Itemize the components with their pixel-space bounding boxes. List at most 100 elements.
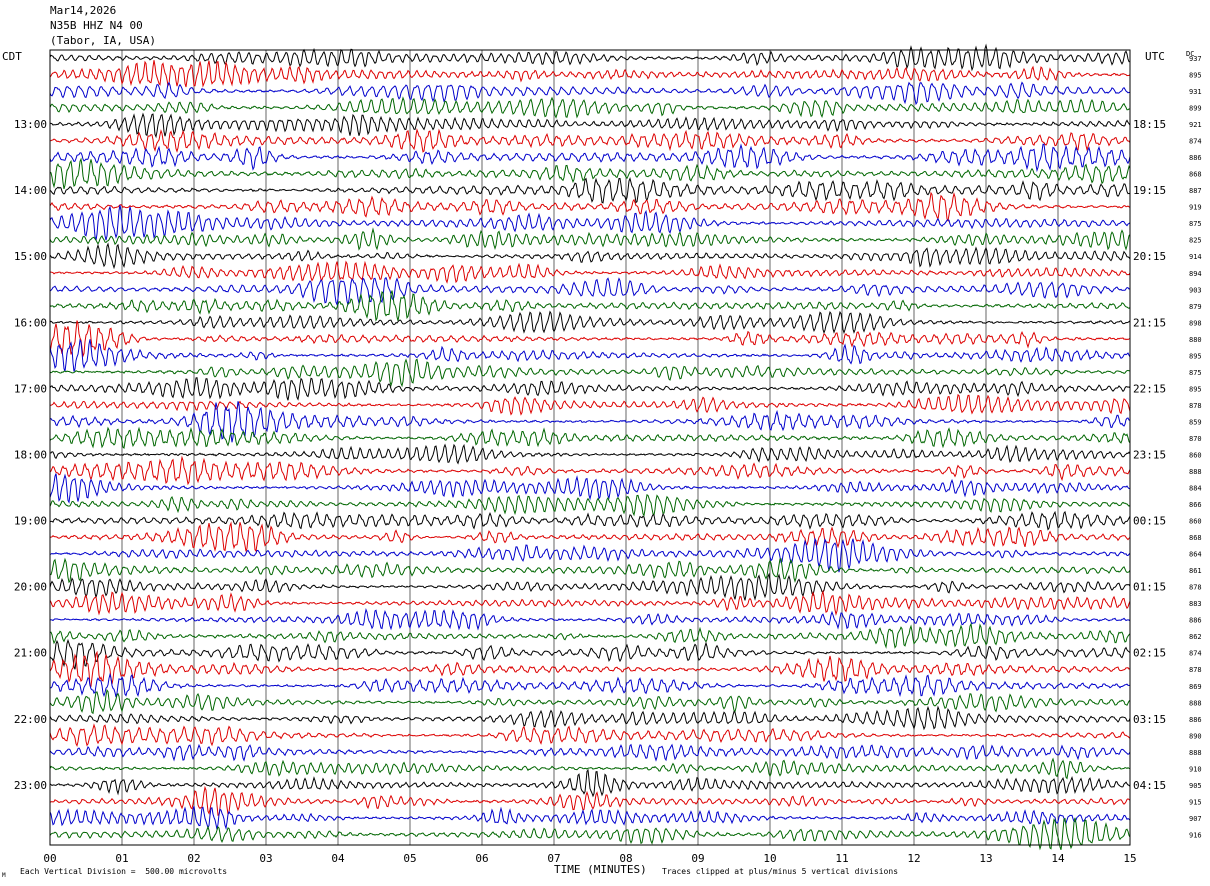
- trace-row-0: [49, 43, 1131, 72]
- cdt-hour-labels: 13:00 14:00 15:00 16:00 17:00 18:00 19:00 20:00…: [14, 118, 47, 792]
- trace-row-18: [49, 338, 1131, 372]
- x-tick-09: 09: [691, 852, 704, 865]
- trace-row-37: [49, 650, 1131, 688]
- dc-offset-row-38: 869: [1189, 683, 1202, 691]
- trace-row-12: [49, 242, 1131, 270]
- trace-row-15: [49, 290, 1131, 322]
- x-tick-02: 02: [187, 852, 200, 865]
- trace-row-2: [49, 81, 1131, 106]
- trace-row-28: [49, 510, 1131, 531]
- utc-label-21:15: 21:15: [1133, 316, 1166, 329]
- dc-offset-row-28: 860: [1189, 518, 1202, 526]
- seismic-traces: [49, 43, 1131, 851]
- x-tick-13: 13: [979, 852, 992, 865]
- trace-row-11: [49, 227, 1131, 251]
- utc-label-20:15: 20:15: [1133, 250, 1166, 263]
- dc-offset-row-23: 870: [1189, 435, 1202, 443]
- dc-offset-row-3: 899: [1189, 105, 1202, 113]
- trace-row-4: [49, 112, 1131, 139]
- x-tick-08: 08: [619, 852, 632, 865]
- dc-offset-row-36: 874: [1189, 650, 1202, 658]
- dc-offset-row-24: 860: [1189, 451, 1202, 459]
- dc-offset-row-14: 903: [1189, 286, 1202, 294]
- trace-row-23: [49, 426, 1131, 449]
- trace-row-42: [49, 743, 1131, 762]
- dc-offset-row-31: 861: [1189, 567, 1202, 575]
- dc-offset-row-37: 878: [1189, 666, 1202, 674]
- trace-row-33: [49, 589, 1131, 616]
- trace-row-22: [49, 401, 1131, 443]
- utc-label-19:15: 19:15: [1133, 184, 1166, 197]
- dc-offset-row-11: 825: [1189, 237, 1202, 245]
- left-timezone-label: CDT: [2, 50, 22, 63]
- trace-row-40: [49, 705, 1131, 731]
- right-timezone-label: UTC: [1145, 50, 1165, 63]
- trace-row-43: [49, 757, 1131, 780]
- dc-offset-row-19: 875: [1189, 369, 1202, 377]
- trace-row-35: [49, 622, 1131, 649]
- trace-row-27: [49, 493, 1131, 517]
- trace-row-19: [49, 358, 1131, 388]
- trace-row-39: [49, 688, 1131, 715]
- cdt-label-14:00: 14:00: [14, 184, 47, 197]
- trace-row-36: [49, 638, 1131, 670]
- dc-offset-row-35: 862: [1189, 633, 1202, 641]
- x-tick-10: 10: [763, 852, 776, 865]
- cdt-label-23:00: 23:00: [14, 779, 47, 792]
- dc-offset-row-29: 868: [1189, 534, 1202, 542]
- dc-offset-row-45: 915: [1189, 798, 1202, 806]
- trace-row-3: [49, 96, 1131, 119]
- x-tick-11: 11: [835, 852, 848, 865]
- dc-offset-row-16: 898: [1189, 319, 1202, 327]
- x-tick-03: 03: [259, 852, 272, 865]
- dc-offset-row-22: 859: [1189, 418, 1202, 426]
- dc-offset-row-43: 910: [1189, 765, 1202, 773]
- cdt-label-19:00: 19:00: [14, 515, 47, 528]
- header-date: Mar14,2026: [50, 4, 117, 17]
- trace-row-13: [49, 260, 1131, 284]
- trace-row-44: [49, 768, 1131, 798]
- trace-row-45: [49, 785, 1131, 816]
- dc-offset-row-32: 878: [1189, 584, 1202, 592]
- trace-row-24: [49, 443, 1131, 465]
- dc-offset-row-7: 868: [1189, 171, 1202, 179]
- x-tick-01: 01: [115, 852, 128, 865]
- dc-offset-row-5: 874: [1189, 138, 1202, 146]
- dc-header-label: DC: [1186, 50, 1195, 58]
- cdt-label-17:00: 17:00: [14, 382, 47, 395]
- dc-offset-row-33: 883: [1189, 600, 1202, 608]
- dc-offset-row-6: 886: [1189, 154, 1202, 162]
- dc-offset-row-20: 895: [1189, 385, 1202, 393]
- cdt-label-22:00: 22:00: [14, 713, 47, 726]
- header-station: N35B HHZ N4 00: [50, 19, 143, 32]
- trace-row-1: [49, 60, 1131, 88]
- plot-frame: [49, 49, 1131, 846]
- dc-offset-row-47: 916: [1189, 831, 1202, 839]
- x-tick-labels: 00 01 02 03 04 05 06 07 08 09 10 11 12 13 14 15: [43, 852, 1136, 865]
- x-tick-06: 06: [475, 852, 488, 865]
- dc-offset-row-13: 894: [1189, 270, 1202, 278]
- trace-row-8: [49, 177, 1131, 204]
- x-tick-04: 04: [331, 852, 345, 865]
- dc-offset-row-4: 921: [1189, 121, 1202, 129]
- scale-note: Each Vertical Division = 500.00 microvol…: [20, 867, 228, 876]
- trace-row-47: [49, 817, 1131, 851]
- trace-row-38: [49, 672, 1130, 698]
- clip-note: Traces clipped at plus/minus 5 vertical …: [662, 867, 899, 876]
- trace-row-6: [49, 143, 1131, 173]
- dc-offset-row-44: 905: [1189, 782, 1202, 790]
- utc-hour-labels: 18:15 19:15 20:15 21:15 22:15 23:15 00:15 01:15…: [1133, 118, 1166, 792]
- dc-offset-row-0: 937: [1189, 55, 1202, 63]
- trace-row-10: [49, 204, 1131, 241]
- trace-row-17: [49, 320, 1131, 358]
- utc-label-02:15: 02:15: [1133, 647, 1166, 660]
- trace-row-41: [49, 723, 1131, 747]
- trace-row-9: [49, 191, 1131, 223]
- dc-offset-row-27: 866: [1189, 501, 1202, 509]
- x-tick-07: 07: [547, 852, 560, 865]
- trace-row-21: [49, 394, 1131, 416]
- dc-offset-row-1: 895: [1189, 72, 1202, 80]
- trace-row-5: [49, 128, 1131, 153]
- cdt-label-16:00: 16:00: [14, 316, 47, 329]
